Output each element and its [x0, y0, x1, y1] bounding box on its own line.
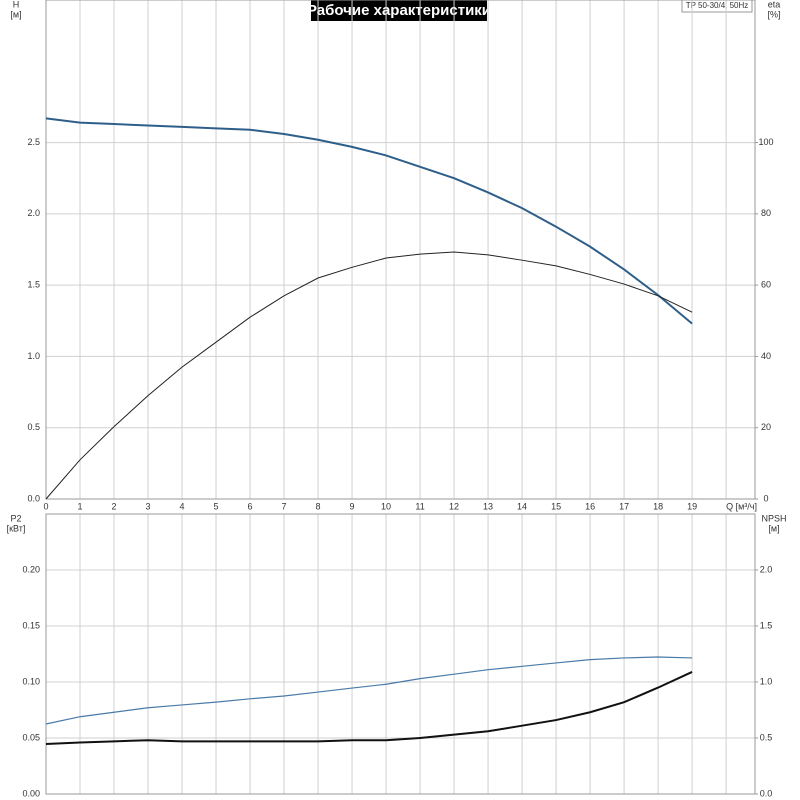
y-tick-label: 0.0: [27, 493, 40, 503]
chart-title: Рабочие характеристики: [307, 2, 491, 19]
plot-border: [45, 0, 756, 500]
y-tick-label: 0.20: [22, 564, 40, 574]
y-axis-unit: [кВт]: [7, 523, 26, 533]
model-label: TP 50-30/4, 50Hz: [686, 1, 749, 10]
x-tick-label: 13: [483, 501, 493, 511]
x-tick-label: 3: [146, 501, 151, 511]
y-tick-label: 0.15: [22, 620, 40, 630]
y2-axis-unit: [м]: [768, 523, 779, 533]
y2-axis-label: NPSH: [761, 513, 786, 523]
y2-tick-label: 60: [761, 280, 771, 290]
series-line: [45, 671, 693, 746]
model-box: [681, 0, 753, 13]
y2-tick-label: 1.5: [760, 620, 773, 630]
x-tick-label: 0: [43, 501, 48, 511]
title-box: [311, 0, 487, 21]
x-tick-label: 10: [381, 501, 391, 511]
y-tick-label: 0.05: [22, 732, 40, 742]
x-tick-label: 6: [248, 501, 253, 511]
y2-axis-unit: [%]: [767, 9, 780, 19]
x-tick-label: 12: [449, 501, 459, 511]
y2-tick-label: 0.0: [760, 788, 773, 798]
y-tick-label: 2.0: [27, 208, 40, 218]
y2-tick-label: 40: [761, 351, 771, 361]
y-axis-label: P2: [10, 513, 21, 523]
x-tick-label: Q [м³/ч]: [726, 501, 757, 511]
series-line: [45, 251, 693, 500]
y-axis-unit: [м]: [10, 9, 21, 19]
x-tick-label: 2: [112, 501, 117, 511]
y2-tick-label: 1.0: [760, 676, 773, 686]
series-line: [45, 656, 693, 725]
y-axis-label: H: [13, 0, 20, 9]
x-tick-label: 5: [214, 501, 219, 511]
x-tick-label: 17: [619, 501, 629, 511]
x-tick-label: 7: [282, 501, 287, 511]
y2-tick-label: 20: [761, 422, 771, 432]
y2-tick-label: 0: [763, 493, 768, 503]
y-tick-label: 1.0: [27, 351, 40, 361]
x-tick-label: 15: [551, 501, 561, 511]
y-tick-label: 0.00: [22, 788, 40, 798]
y2-tick-label: 100: [758, 137, 773, 147]
x-tick-label: 18: [653, 501, 663, 511]
y2-tick-label: 0.5: [760, 732, 773, 742]
x-tick-label: 16: [585, 501, 595, 511]
y2-tick-label: 2.0: [760, 564, 773, 574]
y-tick-label: 2.5: [27, 137, 40, 147]
x-tick-label: 14: [517, 501, 527, 511]
x-tick-label: 4: [180, 501, 185, 511]
series-line: [45, 117, 693, 325]
y-tick-label: 0.5: [27, 422, 40, 432]
x-tick-label: 19: [687, 501, 697, 511]
y2-tick-label: 80: [761, 208, 771, 218]
x-tick-label: 1: [77, 501, 82, 511]
x-tick-label: 9: [350, 501, 355, 511]
x-tick-label: 8: [316, 501, 321, 511]
x-tick-label: 11: [415, 501, 424, 511]
y-tick-label: 0.10: [22, 676, 40, 686]
y2-axis-label: eta: [768, 0, 781, 9]
y-tick-label: 1.5: [27, 280, 40, 290]
plot-border: [45, 513, 756, 795]
